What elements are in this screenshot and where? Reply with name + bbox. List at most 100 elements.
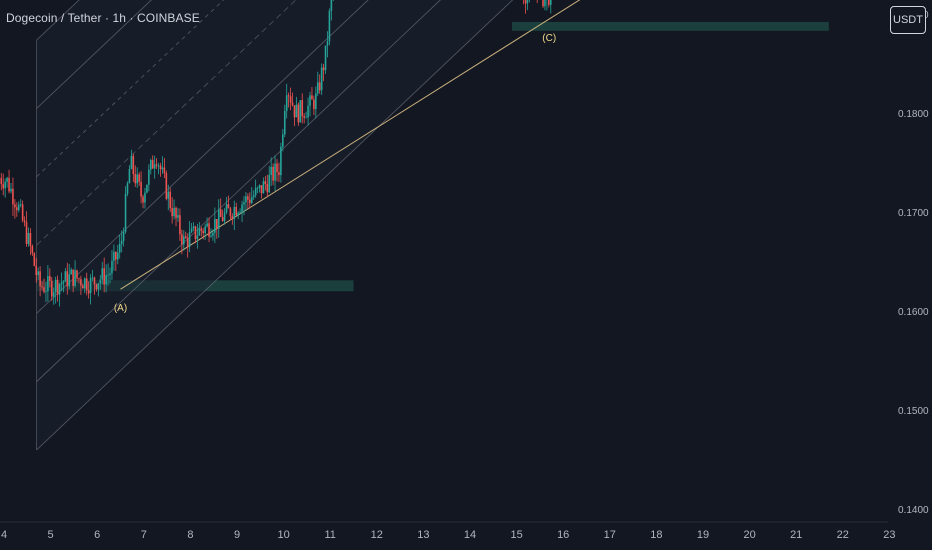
candle bbox=[16, 207, 18, 211]
candle bbox=[184, 236, 187, 238]
price-tick-3: 0.1600 bbox=[898, 307, 929, 318]
regression-channel bbox=[36, 0, 514, 451]
time-tick-19: 22 bbox=[837, 529, 849, 541]
candle bbox=[318, 82, 321, 91]
channel-line-2 bbox=[36, 0, 441, 382]
candle bbox=[157, 165, 160, 167]
candle bbox=[542, 0, 544, 7]
candle bbox=[270, 166, 272, 175]
candle bbox=[118, 243, 121, 253]
candle bbox=[243, 202, 245, 205]
candle bbox=[305, 117, 307, 119]
candle bbox=[299, 100, 302, 123]
candle bbox=[526, 0, 529, 4]
candle bbox=[202, 230, 205, 234]
candle bbox=[241, 204, 243, 213]
candle bbox=[136, 174, 138, 184]
candle bbox=[262, 181, 265, 194]
candle bbox=[10, 188, 12, 192]
time-tick-8: 11 bbox=[324, 529, 335, 541]
candle bbox=[177, 215, 179, 218]
candle bbox=[194, 226, 197, 240]
candle bbox=[41, 286, 43, 288]
candle bbox=[105, 275, 107, 285]
candle bbox=[322, 67, 325, 71]
candle bbox=[130, 155, 133, 169]
candle bbox=[54, 279, 57, 293]
candle bbox=[285, 95, 288, 111]
candle bbox=[196, 235, 199, 240]
candle bbox=[268, 174, 271, 193]
candle bbox=[549, 0, 552, 5]
time-tick-17: 20 bbox=[743, 529, 755, 541]
symbol-title: Dogecoin / Tether · 1h · COINBASE bbox=[6, 11, 200, 25]
candle bbox=[181, 234, 183, 245]
candle bbox=[324, 45, 327, 71]
time-axis[interactable]: 4 5 6 7 8 9 10 11 12 13 14 15 16 17 18 19 20 21 22 23 bbox=[0, 521, 896, 541]
time-tick-6: 9 bbox=[234, 529, 240, 541]
candle bbox=[35, 265, 38, 275]
candle bbox=[49, 276, 51, 281]
candle bbox=[89, 278, 92, 294]
candle bbox=[274, 163, 276, 181]
candle bbox=[289, 96, 292, 103]
candle bbox=[214, 219, 216, 233]
candle bbox=[155, 164, 158, 166]
candle bbox=[52, 292, 55, 297]
candle bbox=[206, 223, 208, 227]
candle bbox=[72, 269, 74, 286]
candle bbox=[43, 287, 45, 292]
candle bbox=[303, 116, 305, 118]
candle bbox=[151, 159, 154, 169]
candle bbox=[313, 99, 315, 110]
candle bbox=[208, 223, 210, 237]
candle bbox=[58, 284, 61, 295]
candle bbox=[39, 271, 41, 287]
candle bbox=[171, 208, 173, 217]
candle bbox=[80, 279, 82, 286]
candle bbox=[328, 10, 331, 42]
candle bbox=[0, 178, 3, 185]
candle bbox=[190, 228, 193, 233]
candle bbox=[159, 165, 162, 170]
time-tick-2: 5 bbox=[48, 529, 54, 541]
candle bbox=[12, 188, 14, 205]
candle bbox=[287, 95, 290, 97]
candle bbox=[37, 271, 39, 275]
candle bbox=[239, 212, 241, 214]
candle bbox=[276, 163, 278, 173]
candle bbox=[235, 206, 238, 216]
candle bbox=[295, 104, 298, 118]
candle bbox=[2, 184, 5, 189]
candle bbox=[33, 253, 36, 266]
candle bbox=[266, 184, 269, 193]
candle bbox=[188, 232, 191, 247]
candle bbox=[68, 274, 71, 287]
time-tick-13: 16 bbox=[557, 529, 569, 541]
candles bbox=[0, 0, 552, 307]
candle bbox=[258, 185, 261, 188]
candle bbox=[85, 278, 88, 291]
candle bbox=[216, 219, 218, 229]
candle bbox=[17, 204, 20, 211]
candle bbox=[237, 212, 239, 216]
candle bbox=[8, 177, 10, 192]
candle bbox=[245, 196, 247, 203]
candle bbox=[249, 199, 251, 203]
candle bbox=[50, 280, 53, 297]
price-axis[interactable]: 0.22900.22210.14000.15000.16000.17000.18… bbox=[889, 0, 929, 516]
currency-button[interactable]: USDT bbox=[890, 6, 926, 34]
candle bbox=[182, 236, 185, 245]
candle bbox=[140, 181, 142, 197]
candle bbox=[122, 231, 125, 241]
candle bbox=[82, 285, 84, 289]
time-tick-1: 4 bbox=[1, 529, 7, 541]
candle bbox=[74, 270, 76, 286]
candle bbox=[163, 167, 166, 174]
candle bbox=[126, 183, 129, 194]
trendline bbox=[120, 0, 581, 290]
candle bbox=[113, 252, 115, 261]
time-tick-4: 7 bbox=[141, 529, 147, 541]
candle bbox=[291, 102, 294, 106]
